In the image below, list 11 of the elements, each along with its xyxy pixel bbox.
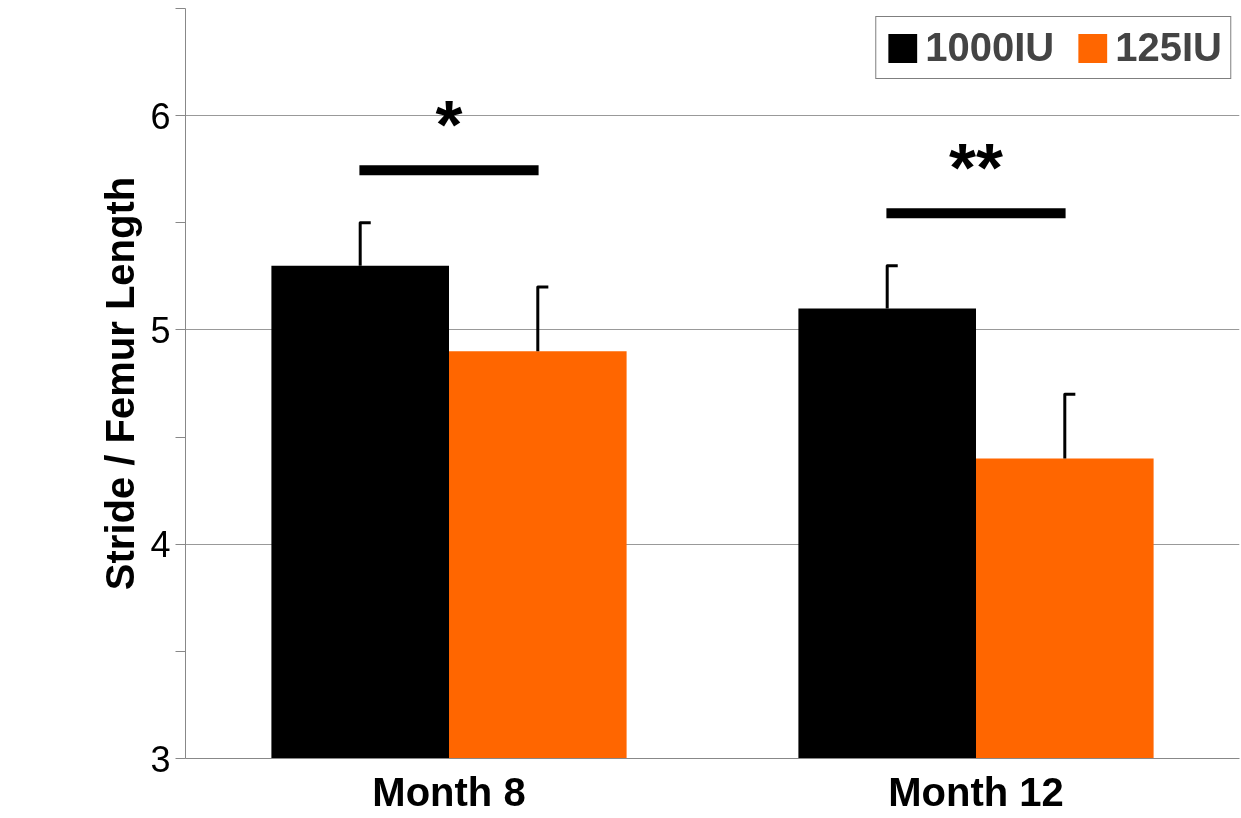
legend-label: 1000IU [925, 25, 1055, 70]
y-tick-label: 6 [150, 95, 171, 137]
annotation: * [435, 84, 463, 163]
y-tick-label: 3 [150, 738, 171, 780]
x-tick-label: Month 8 [372, 769, 526, 814]
y-axis-title: Stride / Femur Length [98, 176, 143, 591]
legend-label: 125IU [1115, 25, 1222, 70]
x-tick-label: Month 12 [888, 769, 1064, 814]
y-tick-label: 5 [150, 309, 171, 351]
annotation: ** [949, 127, 1003, 206]
y-tick-label: 4 [150, 524, 171, 566]
